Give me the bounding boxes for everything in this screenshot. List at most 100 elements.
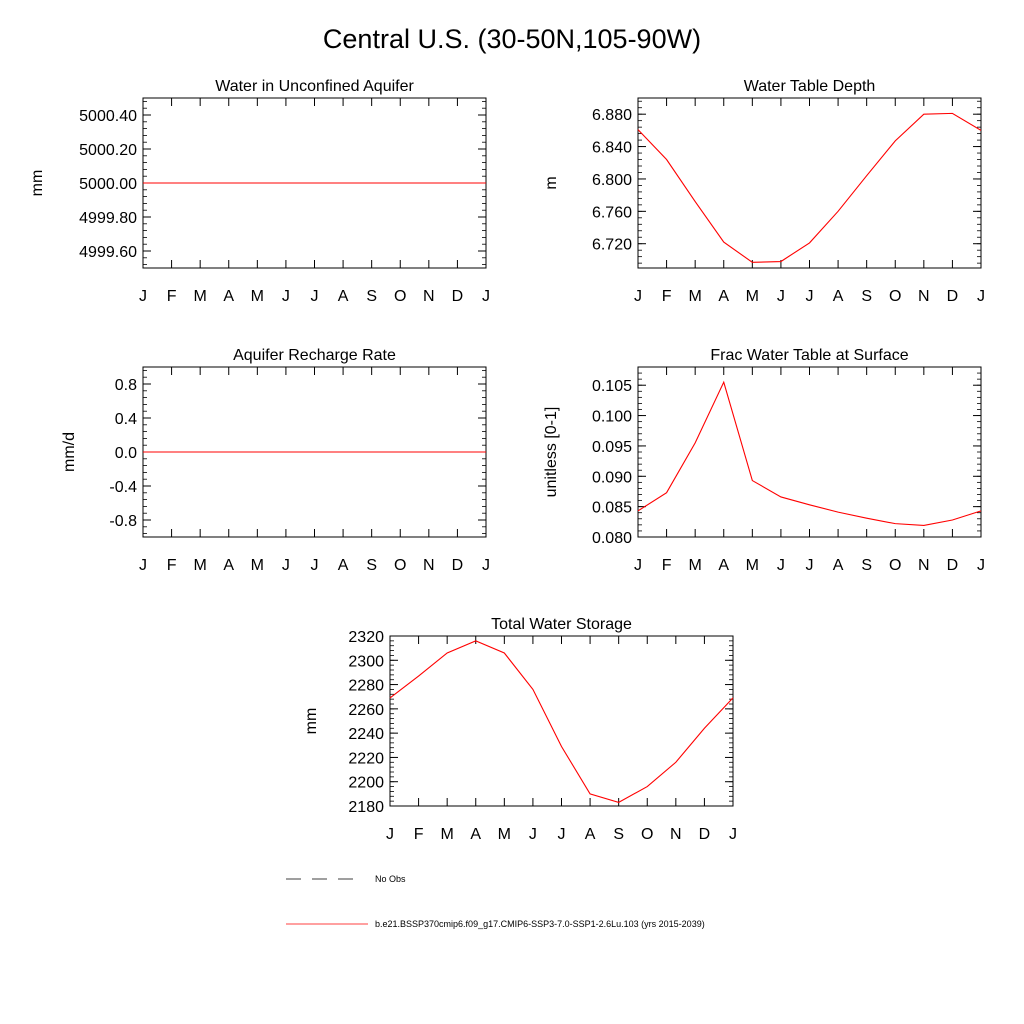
y-axis-label: unitless [0-1] (543, 407, 560, 498)
x-tick-label: O (394, 557, 406, 574)
x-tick-label: O (889, 557, 901, 574)
x-tick-label: J (806, 288, 814, 305)
y-tick-label: 6.760 (592, 204, 632, 221)
y-axis-label: mm (29, 170, 46, 197)
x-tick-label: A (470, 826, 481, 843)
chart-panel-fracwt: Frac Water Table at Surface unitless [0-1… (543, 347, 985, 574)
x-tick-label: A (833, 557, 844, 574)
x-tick-label: M (689, 557, 702, 574)
y-tick-label: 5000.00 (79, 176, 137, 193)
x-tick-label: J (777, 288, 785, 305)
x-tick-label: J (558, 826, 566, 843)
x-tick-label: S (366, 288, 377, 305)
y-tick-label: 0.105 (592, 378, 632, 395)
y-tick-label: 0.100 (592, 409, 632, 426)
x-tick-label: J (977, 288, 985, 305)
series-line (389, 640, 734, 803)
y-tick-label: 6.720 (592, 237, 632, 254)
x-tick-label: M (251, 557, 264, 574)
x-tick-label: O (889, 288, 901, 305)
chart-title: Aquifer Recharge Rate (233, 347, 396, 364)
series-line (637, 380, 982, 527)
x-tick-label: J (634, 288, 642, 305)
y-tick-label: 0.8 (115, 377, 137, 394)
y-tick-label: 2240 (348, 726, 384, 743)
x-tick-label: J (777, 557, 785, 574)
y-tick-label: 2280 (348, 678, 384, 695)
y-tick-label: -0.8 (109, 513, 137, 530)
y-tick-label: 2200 (348, 775, 384, 792)
x-tick-label: M (746, 557, 759, 574)
x-tick-label: M (251, 288, 264, 305)
y-tick-label: 5000.40 (79, 108, 137, 125)
x-tick-label: F (414, 826, 424, 843)
y-tick-label: 2300 (348, 653, 384, 670)
x-tick-label: J (282, 288, 290, 305)
x-tick-label: A (338, 288, 349, 305)
y-tick-label: 0.095 (592, 439, 632, 456)
x-tick-label: F (167, 557, 177, 574)
x-tick-label: M (441, 826, 454, 843)
x-tick-label: J (139, 288, 147, 305)
chart-title: Water Table Depth (744, 78, 876, 95)
y-tick-label: 4999.80 (79, 210, 137, 227)
y-axis-label: m (543, 176, 560, 189)
y-tick-label: 2260 (348, 702, 384, 719)
x-tick-label: A (223, 288, 234, 305)
series-line (637, 112, 982, 263)
x-tick-label: J (729, 826, 737, 843)
x-tick-label: A (338, 557, 349, 574)
legend: No Obs b.e21.BSSP370cmip6.f09_g17.CMIP6-… (286, 874, 705, 929)
chart-title: Water in Unconfined Aquifer (215, 78, 414, 95)
x-tick-label: D (947, 288, 959, 305)
x-tick-label: M (498, 826, 511, 843)
x-tick-label: D (947, 557, 959, 574)
x-tick-label: A (223, 557, 234, 574)
y-axis-label: mm (303, 708, 320, 735)
x-tick-label: J (311, 557, 319, 574)
x-tick-label: N (423, 288, 435, 305)
figure-title: Central U.S. (30-50N,105-90W) (323, 24, 701, 54)
x-tick-label: J (529, 826, 537, 843)
x-tick-label: A (585, 826, 596, 843)
y-tick-label: 6.880 (592, 107, 632, 124)
chart-title: Total Water Storage (491, 616, 632, 633)
y-axis-label: mm/d (61, 432, 78, 472)
x-tick-label: N (918, 288, 930, 305)
x-tick-label: A (833, 288, 844, 305)
legend-obs-label: No Obs (375, 874, 406, 884)
y-tick-label: 2180 (348, 799, 384, 816)
x-tick-label: D (452, 288, 464, 305)
y-tick-label: 4999.60 (79, 244, 137, 261)
x-tick-label: M (746, 288, 759, 305)
x-tick-label: O (641, 826, 653, 843)
y-tick-label: 0.085 (592, 500, 632, 517)
x-tick-label: M (194, 557, 207, 574)
y-tick-label: 6.840 (592, 140, 632, 157)
x-tick-label: S (613, 826, 624, 843)
x-tick-label: A (718, 557, 729, 574)
x-tick-label: N (423, 557, 435, 574)
legend-model-label: b.e21.BSSP370cmip6.f09_g17.CMIP6-SSP3-7.… (375, 919, 705, 929)
x-tick-label: F (662, 557, 672, 574)
x-tick-label: S (861, 288, 872, 305)
x-tick-label: F (167, 288, 177, 305)
y-tick-label: 0.4 (115, 411, 137, 428)
x-tick-label: J (282, 557, 290, 574)
y-tick-label: 0.090 (592, 469, 632, 486)
y-tick-label: 0.080 (592, 530, 632, 547)
x-tick-label: J (634, 557, 642, 574)
y-tick-label: 2320 (348, 629, 384, 646)
x-tick-label: J (311, 288, 319, 305)
x-tick-label: A (718, 288, 729, 305)
x-tick-label: D (699, 826, 711, 843)
x-tick-label: J (806, 557, 814, 574)
x-tick-label: O (394, 288, 406, 305)
x-tick-label: J (139, 557, 147, 574)
x-tick-label: F (662, 288, 672, 305)
